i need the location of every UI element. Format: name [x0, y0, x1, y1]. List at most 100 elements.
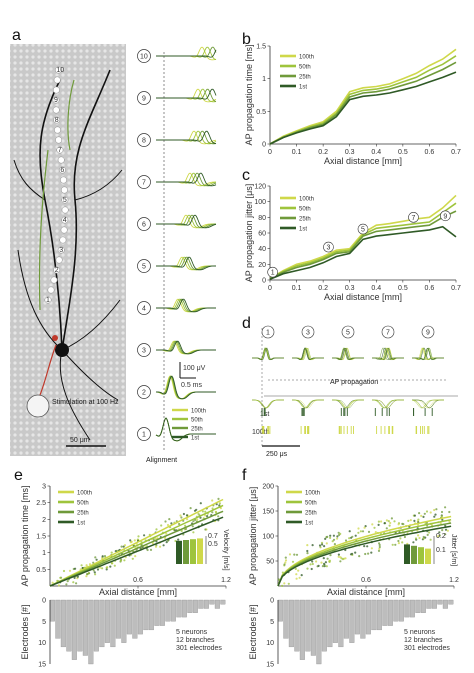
scatter-point — [402, 523, 405, 526]
scatter-point — [204, 514, 207, 517]
hist-tick-label: 5 — [270, 619, 274, 626]
histogram-bar — [154, 599, 160, 626]
series-line — [269, 225, 457, 280]
y-tick-label: 60 — [258, 231, 266, 238]
hist-tick-label: 0 — [270, 598, 274, 605]
scatter-point — [204, 528, 207, 531]
trace-stack: 10 9 8 7 6 5 4 3 2 1 — [137, 46, 217, 442]
trace-line — [156, 256, 216, 271]
scatter-point — [325, 565, 328, 568]
x-tick-label: 0.7 — [451, 149, 461, 156]
legend-entry: 100th — [299, 197, 314, 203]
scatter-point — [364, 525, 367, 528]
stim-path — [39, 344, 57, 396]
neurite — [61, 349, 119, 401]
histogram-bar — [88, 599, 94, 665]
scatter-point — [339, 532, 342, 536]
stim-label: Stimulation at 100 Hz — [52, 399, 119, 406]
scatter-point — [413, 514, 416, 517]
summary-line: 12 branches — [404, 637, 443, 644]
histogram-bar — [93, 599, 99, 652]
histogram-bar — [415, 599, 421, 613]
histogram-bar — [99, 599, 105, 648]
scatter-point — [426, 533, 429, 537]
histogram-bar — [332, 599, 338, 643]
scatter-point — [192, 531, 195, 534]
histogram-bar — [104, 599, 110, 643]
scatter-point — [354, 534, 357, 537]
scatter-point — [309, 563, 312, 566]
scatter-point — [92, 569, 95, 572]
scatter-point — [165, 541, 168, 544]
x-tick-label: 0.6 — [425, 285, 435, 292]
scatter-point — [332, 534, 335, 537]
scatter-point — [364, 552, 367, 556]
x-tick-label: 0.5 — [398, 149, 408, 156]
scatter-point — [397, 523, 400, 526]
scatter-point — [324, 537, 327, 541]
scatter-point — [385, 527, 388, 530]
annotation-label: 1 — [271, 270, 275, 277]
scatter-point — [170, 522, 173, 525]
scatter-point — [371, 523, 374, 526]
scatter-point — [428, 531, 431, 534]
scatter-point — [412, 541, 415, 544]
hist-axis-label: Electrodes [#] — [20, 604, 30, 659]
histogram-bar — [382, 599, 388, 626]
scatter-point — [429, 511, 432, 514]
legend-entry: 100th — [299, 55, 314, 61]
electrode-dot — [60, 176, 67, 184]
scatter-point — [440, 515, 443, 518]
scatter-point — [109, 565, 112, 568]
hist-tick-label: 15 — [38, 662, 46, 669]
x-tick-label: 0.2 — [318, 285, 328, 292]
scatter-point — [348, 530, 351, 533]
x-axis-label: Axial distance [mm] — [327, 587, 405, 597]
electrode-dot — [53, 116, 61, 124]
scatter-point — [186, 518, 189, 521]
scatter-point — [88, 563, 92, 566]
scatter-point — [199, 502, 202, 505]
scatter-point — [93, 571, 96, 574]
x-tick-label: 1.2 — [221, 577, 231, 584]
histogram-bar — [305, 599, 311, 652]
legend-entry: 50th — [191, 418, 203, 424]
scatter-point — [180, 529, 183, 533]
scatter-point — [199, 516, 202, 519]
scatter-point — [297, 569, 300, 572]
panel-e: e 0.6 1.2 0.5 1 1.5 2 2.5 3 Axial distance [mm] A… — [14, 467, 231, 669]
scatter-point — [383, 522, 386, 525]
d-waveform — [292, 347, 324, 361]
legend-entry: 50th — [299, 207, 311, 213]
scatter-point — [164, 536, 167, 540]
d-circle — [301, 325, 315, 339]
trace-line — [156, 88, 217, 100]
scatter-point — [284, 559, 288, 562]
stimulation-icon — [26, 394, 50, 418]
trace-number-circle — [137, 49, 151, 63]
y-tick-label: 20 — [258, 262, 266, 269]
legend-entry: 25th — [191, 427, 203, 433]
scatter-point — [68, 569, 72, 572]
scatter-point — [51, 581, 54, 584]
series-line — [269, 210, 457, 280]
histogram-bar — [426, 599, 432, 609]
summary-line: 301 electrodes — [404, 645, 450, 652]
histogram-bar — [354, 599, 360, 635]
scatter-point — [422, 515, 425, 519]
legend-entry: 1st — [191, 436, 199, 442]
electrode-number: 6 — [60, 167, 64, 174]
scatter-point — [114, 550, 117, 553]
scatter-point — [366, 545, 369, 548]
scatter-point — [358, 555, 361, 558]
trace-line — [156, 214, 217, 229]
trace-line — [156, 214, 216, 229]
scatter-point — [377, 520, 380, 523]
histogram-bar — [203, 599, 209, 609]
scatter-point — [351, 535, 354, 538]
scatter-point — [444, 506, 447, 509]
electrode-dot — [60, 226, 68, 234]
scatter-point — [420, 514, 423, 518]
scatter-point — [178, 522, 181, 526]
